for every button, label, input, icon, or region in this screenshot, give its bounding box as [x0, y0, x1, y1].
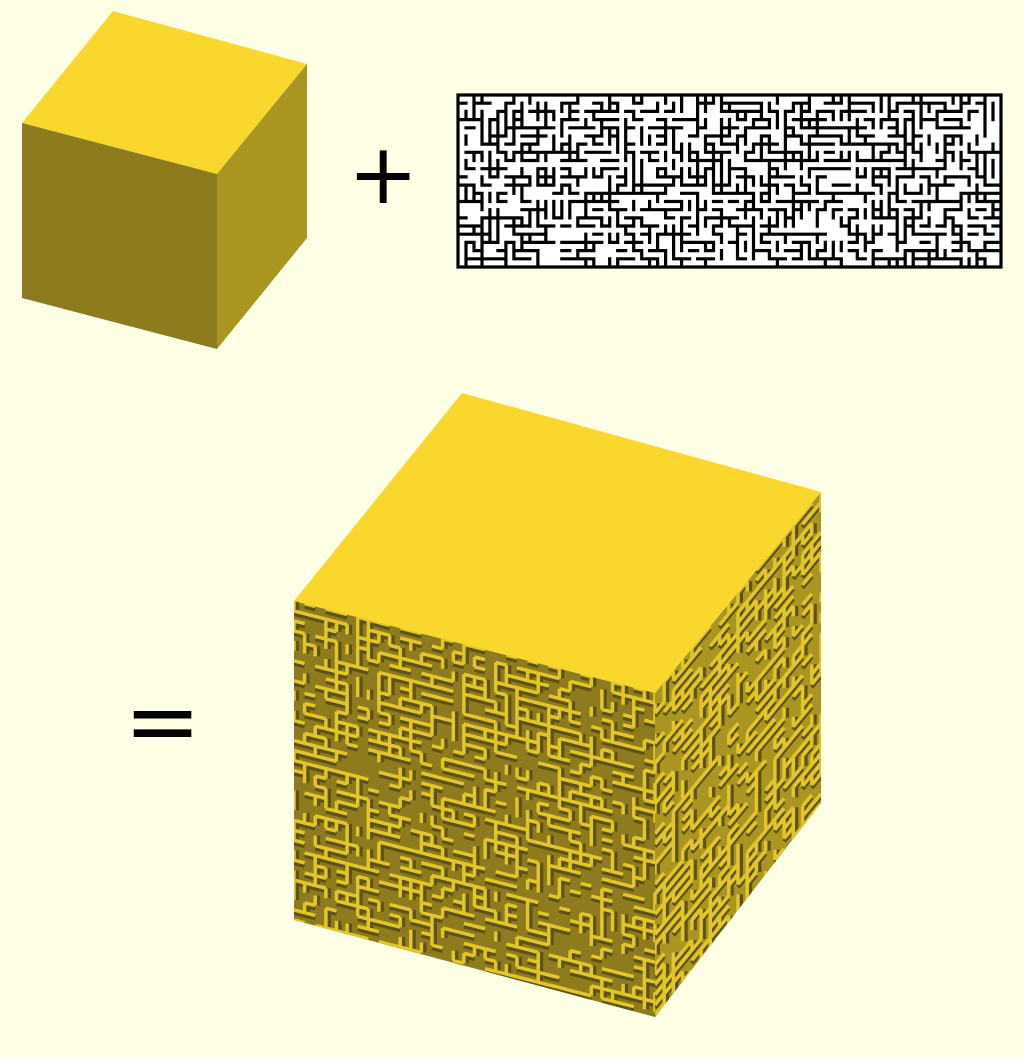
maze-wall-paths: [456, 93, 1003, 269]
textured-cube-right-maze-ridges: [655, 492, 821, 1017]
left-face-ridge-shadow: [294, 601, 655, 1012]
maze-textured-cube: [294, 393, 821, 1017]
textured-cube-left-maze-ridges: [294, 601, 655, 1012]
plain-cube-top-face: [22, 11, 307, 174]
plain-cube-left-face: [22, 123, 217, 349]
plain-cube: [22, 11, 307, 349]
maze-walls: [456, 93, 1003, 269]
plain-cube-right-face: [217, 64, 307, 349]
textured-cube-top-face: [294, 393, 821, 693]
equals-operator: =: [124, 668, 202, 775]
plus-operator: +: [348, 125, 419, 223]
maze-texture-image: [456, 93, 1003, 269]
